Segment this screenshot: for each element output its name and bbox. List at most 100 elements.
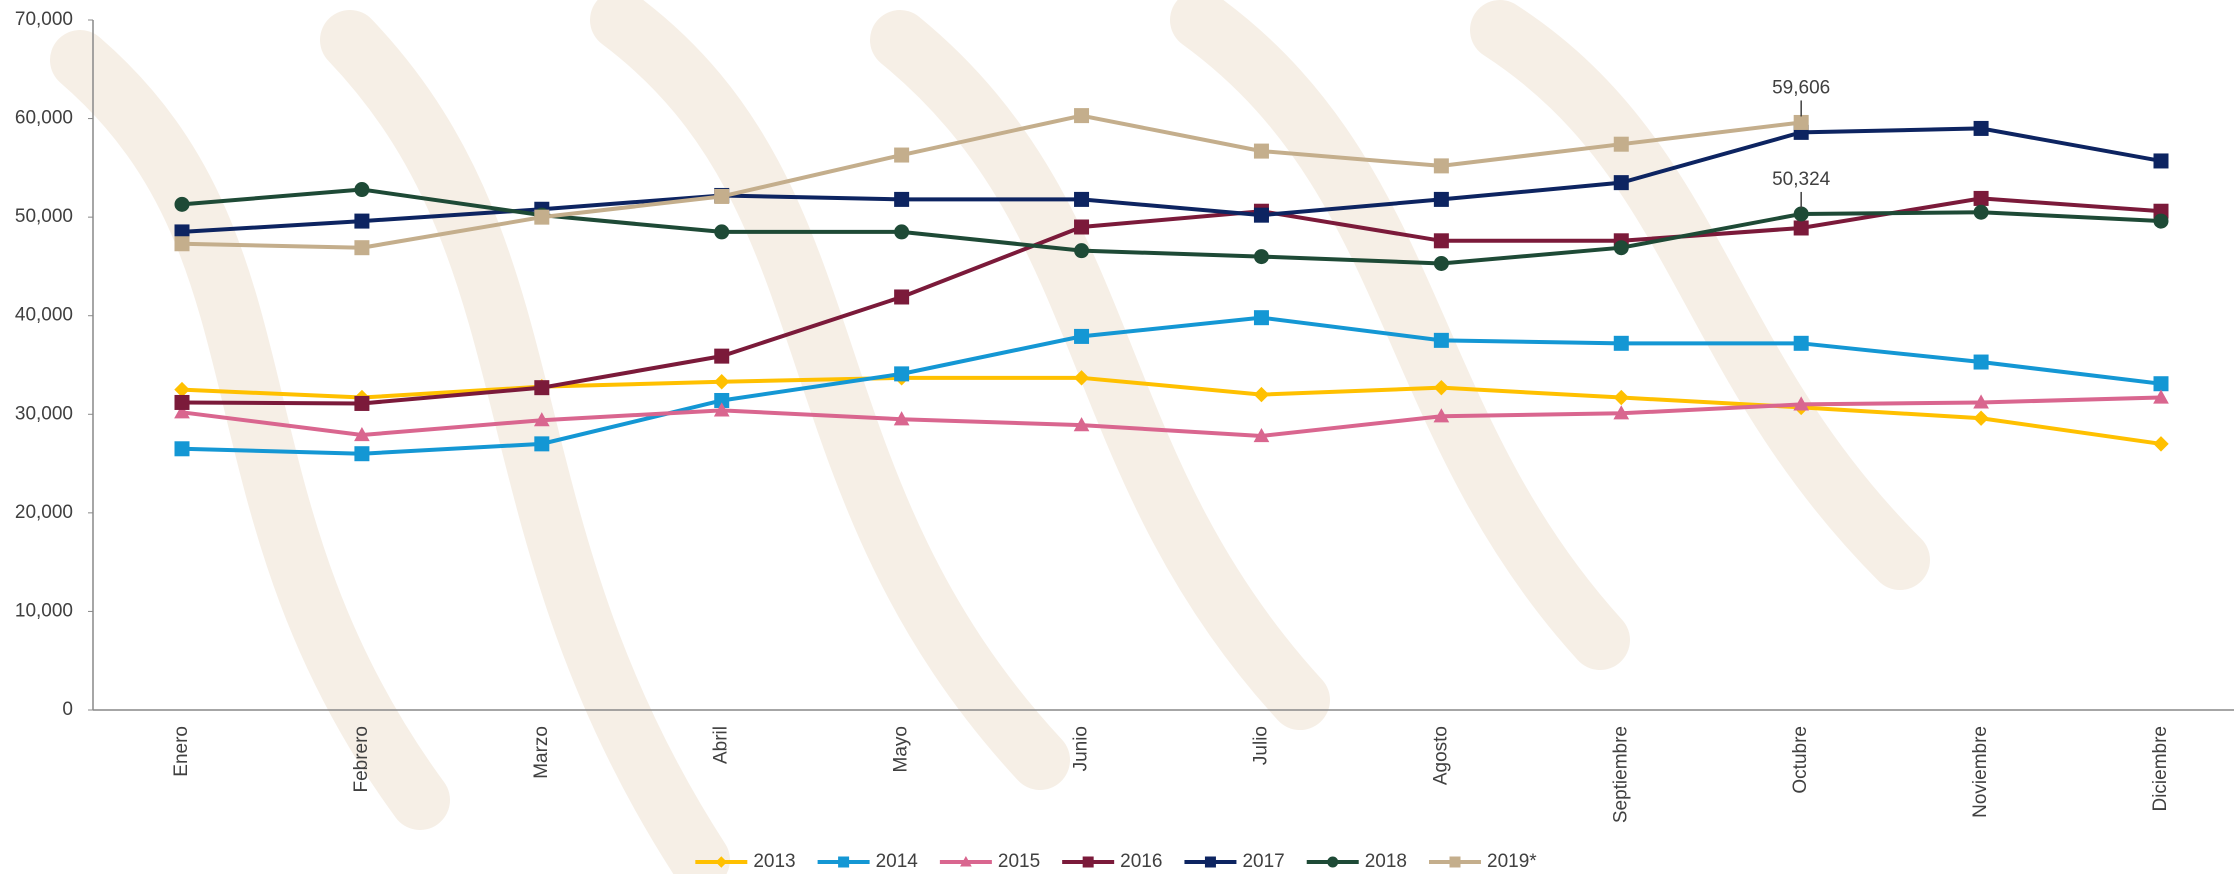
legend-label: 2013: [753, 851, 795, 872]
marker: [2153, 213, 2169, 229]
y-tick-label: 30,000: [15, 403, 73, 424]
marker: [1449, 856, 1461, 868]
series-line: [181, 375, 2162, 446]
y-tick-label: 20,000: [15, 502, 73, 523]
series: [174, 310, 2169, 462]
marker: [1793, 114, 1809, 130]
x-tick-label: Julio: [1250, 726, 1271, 765]
series-line: [181, 315, 2162, 456]
legend-label: 2015: [998, 851, 1040, 872]
marker: [174, 196, 190, 212]
marker: [1253, 249, 1269, 265]
x-tick-label: Enero: [171, 726, 192, 777]
marker: [174, 404, 190, 419]
y-tick-label: 40,000: [15, 305, 73, 326]
marker: [354, 182, 370, 198]
data-label: 59,606: [1772, 77, 1830, 98]
marker: [1253, 386, 1270, 403]
marker: [1074, 219, 1090, 235]
marker: [893, 411, 910, 426]
x-tick-label: Agosto: [1430, 726, 1451, 785]
marker: [1433, 191, 1449, 207]
marker: [1973, 120, 1989, 136]
marker: [1253, 427, 1270, 443]
x-tick-label: Octubre: [1790, 726, 1811, 794]
legend-label: 2016: [1120, 851, 1162, 872]
marker: [1793, 206, 1809, 222]
marker: [894, 366, 910, 382]
marker: [714, 374, 730, 390]
marker: [1433, 408, 1450, 423]
series: [174, 108, 1809, 256]
marker: [960, 855, 972, 867]
marker: [715, 856, 728, 868]
marker: [1433, 332, 1449, 348]
legend-label: 2017: [1242, 851, 1284, 872]
series: [174, 370, 2169, 452]
x-tick-label: Mayo: [891, 726, 912, 772]
marker: [2153, 389, 2169, 404]
marker: [174, 441, 190, 457]
marker: [1613, 335, 1629, 351]
marker: [354, 395, 370, 411]
marker: [1073, 370, 1090, 386]
y-tick-label: 50,000: [15, 206, 73, 227]
marker: [714, 348, 730, 364]
marker: [714, 188, 730, 204]
marker: [174, 381, 190, 398]
marker: [1074, 108, 1090, 124]
marker: [1613, 175, 1629, 191]
marker: [1613, 389, 1629, 406]
series-line: [181, 187, 2162, 266]
x-tick-label: Marzo: [531, 726, 552, 779]
marker: [534, 436, 550, 452]
marker: [1074, 243, 1090, 259]
series-line: [181, 196, 2162, 406]
marker: [2153, 436, 2169, 452]
marker: [1327, 856, 1339, 868]
y-tick-label: 60,000: [15, 108, 73, 129]
x-tick-label: Noviembre: [1970, 726, 1991, 818]
marker: [1204, 856, 1216, 868]
marker: [354, 213, 370, 229]
data-label: 50,324: [1772, 169, 1831, 190]
marker: [894, 224, 910, 240]
marker: [1074, 191, 1090, 207]
legend-label: 2018: [1365, 851, 1407, 872]
marker: [1973, 354, 1989, 370]
marker: [1073, 417, 1090, 432]
series: [174, 389, 2169, 443]
marker: [1613, 240, 1629, 256]
legend: 2013 2014 2015 2016 2017 2018 2019*: [695, 851, 1537, 872]
marker: [1253, 143, 1269, 159]
marker: [1433, 233, 1449, 249]
x-tick-label: Junio: [1071, 726, 1092, 771]
series-line: [181, 395, 2162, 438]
y-tick-label: 10,000: [15, 600, 73, 621]
x-tick-label: Diciembre: [2150, 726, 2171, 812]
x-tick-label: Septiembre: [1610, 726, 1631, 823]
marker: [714, 224, 730, 240]
marker: [1793, 396, 1810, 411]
marker: [1082, 856, 1094, 868]
marker: [1613, 136, 1629, 152]
x-tick-label: Febrero: [351, 726, 372, 793]
marker: [354, 446, 370, 462]
marker: [2153, 153, 2169, 169]
legend-label: 2019*: [1487, 851, 1537, 872]
marker: [1613, 405, 1630, 420]
series-line: [181, 113, 1802, 250]
marker: [174, 236, 190, 252]
marker: [1793, 335, 1809, 351]
marker: [1973, 204, 1989, 220]
marker: [1253, 207, 1269, 223]
marker: [1973, 190, 1989, 206]
marker: [534, 380, 550, 396]
marker: [1433, 255, 1449, 271]
watermark: [50, 0, 1930, 874]
marker: [2153, 376, 2169, 392]
marker: [1793, 220, 1809, 236]
marker: [354, 426, 370, 442]
marker: [894, 147, 910, 163]
